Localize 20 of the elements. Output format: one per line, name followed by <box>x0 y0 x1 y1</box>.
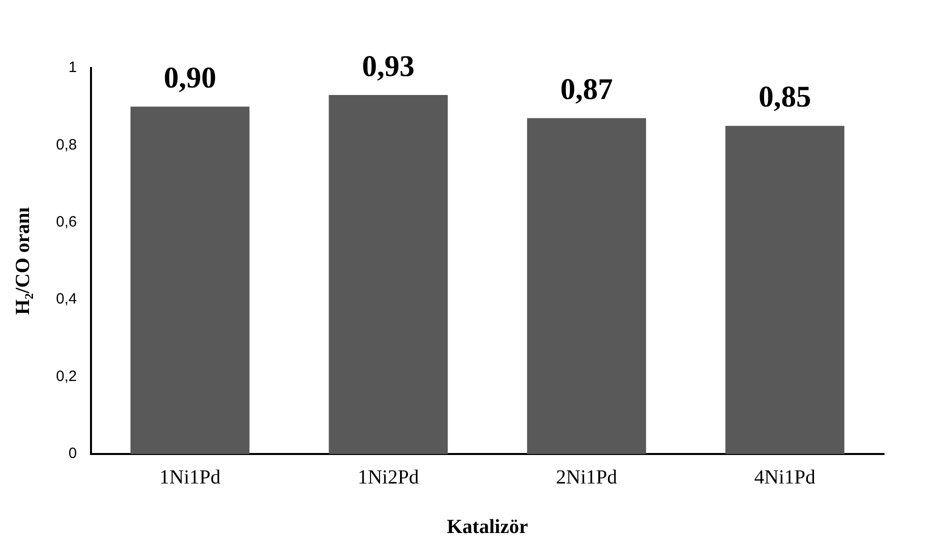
data-label: 0,85 <box>758 80 812 114</box>
bar <box>328 95 448 454</box>
x-tick-label: 1Ni1Pd <box>159 466 221 488</box>
y-tick-label: 0 <box>68 445 77 462</box>
bar <box>527 118 646 454</box>
x-axis-title: Katalizör <box>446 516 528 538</box>
data-label: 0,90 <box>164 61 216 94</box>
y-tick-label: 0,8 <box>56 136 77 154</box>
y-tick-label: 0,6 <box>56 214 77 231</box>
bar <box>130 106 250 454</box>
x-tick-label: 2Ni1Pd <box>556 466 618 488</box>
x-tick-label: 4Ni1Pd <box>754 466 816 488</box>
y-tick-label: 1 <box>68 59 77 76</box>
y-tick-label: 0,2 <box>56 368 77 385</box>
y-tick-label: 0,4 <box>56 290 77 308</box>
y-axis-title: H₂/CO oranı <box>12 206 34 315</box>
data-label: 0,93 <box>362 50 415 83</box>
x-tick-label: 1Ni2Pd <box>358 466 419 488</box>
data-label: 0,87 <box>560 72 613 106</box>
bar <box>725 126 844 454</box>
